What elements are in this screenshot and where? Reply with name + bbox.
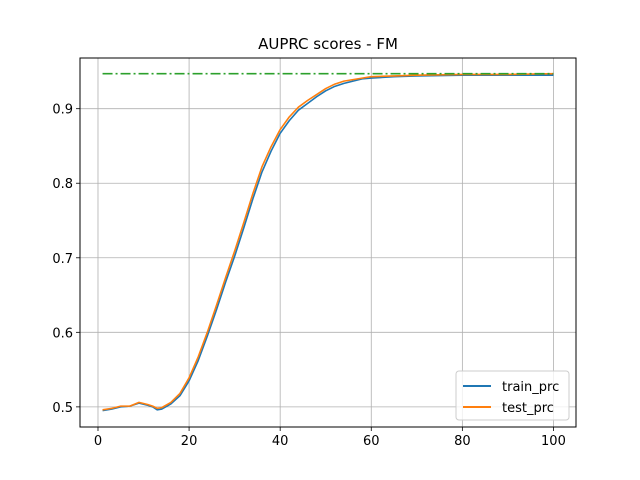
x-tick-label: 0: [94, 434, 102, 449]
ticks: 0 20 40 60 80 100 0.5 0.6 0.7 0.8 0.9: [52, 103, 566, 449]
legend-label-train: train_prc: [502, 380, 559, 395]
y-tick-label: 0.8: [52, 177, 73, 192]
y-tick-label: 0.7: [52, 252, 73, 267]
plot-frame: [79, 57, 577, 428]
x-tick-label: 40: [272, 434, 289, 449]
chart-title: AUPRC scores - FM: [258, 35, 398, 53]
test-prc-line: [102, 72, 554, 411]
legend-label-test: test_prc: [502, 401, 554, 416]
x-tick-label: 80: [454, 434, 471, 449]
x-tick-label: 20: [181, 434, 198, 449]
y-tick-label: 0.5: [52, 401, 73, 416]
series-layer: [102, 72, 554, 412]
train-prc-line: [102, 74, 554, 412]
y-tick-label: 0.9: [52, 103, 73, 118]
legend: train_prc test_prc: [455, 370, 570, 421]
x-tick-label: 100: [541, 434, 566, 449]
x-tick-label: 60: [363, 434, 380, 449]
y-tick-label: 0.6: [52, 326, 73, 341]
